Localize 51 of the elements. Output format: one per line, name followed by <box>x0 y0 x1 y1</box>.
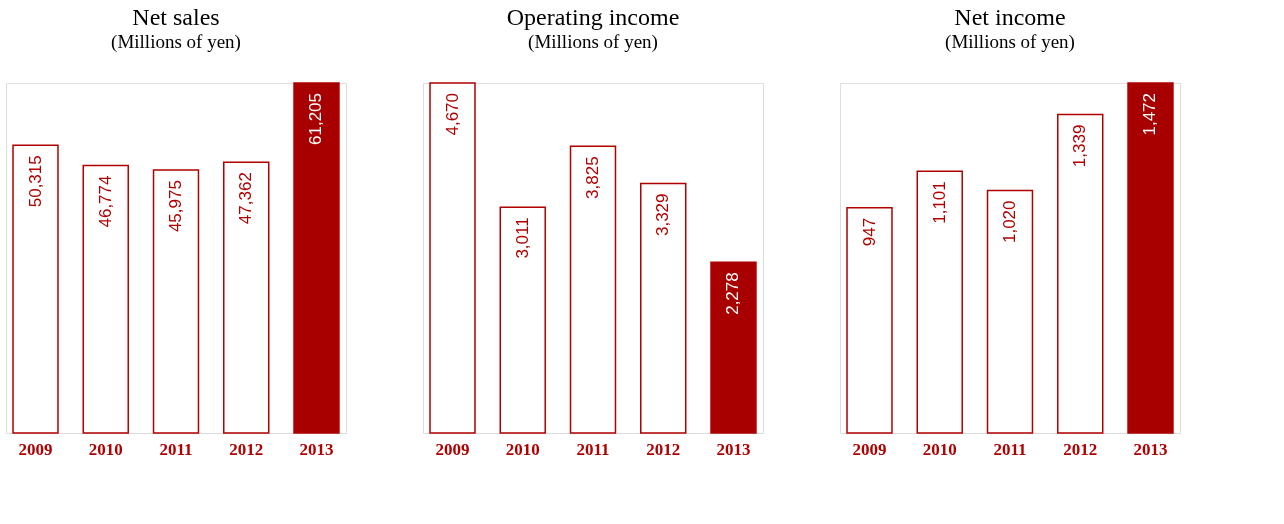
data-label: 3,329 <box>653 193 673 237</box>
data-label: 1,101 <box>929 181 949 224</box>
x-tick-label: 2012 <box>1063 439 1098 459</box>
data-label: 47,362 <box>236 172 256 225</box>
chart-title: Net sales <box>132 4 220 31</box>
data-label: 1,020 <box>1000 200 1019 244</box>
data-label: 1,339 <box>1070 124 1090 168</box>
bar <box>986 189 1034 434</box>
bar <box>223 161 270 434</box>
bar <box>499 206 546 434</box>
data-label: 2,278 <box>723 272 743 315</box>
x-tick-label: 2009 <box>852 439 887 459</box>
data-label: 4,670 <box>442 93 462 136</box>
chart-subtitle: (Millions of yen) <box>528 31 658 54</box>
x-tick-label: 2009 <box>435 439 470 459</box>
bar <box>82 164 129 434</box>
bar <box>1057 113 1104 434</box>
bar <box>152 169 200 434</box>
bar <box>1127 82 1174 434</box>
x-tick-label: 2009 <box>18 439 53 459</box>
x-tick-label: 2013 <box>1133 439 1168 459</box>
x-tick-label: 2013 <box>716 439 751 459</box>
bar <box>12 144 59 434</box>
x-tick-label: 2010 <box>88 439 123 459</box>
x-tick-label: 2011 <box>993 439 1027 459</box>
x-tick-label: 2011 <box>576 439 610 459</box>
data-label: 3,825 <box>583 156 602 199</box>
x-tick-label: 2013 <box>299 439 334 459</box>
chart-subtitle: (Millions of yen) <box>111 31 241 54</box>
data-label: 46,774 <box>95 175 115 228</box>
chart-title: Operating income <box>506 4 680 31</box>
data-label: 45,975 <box>166 180 185 233</box>
chart-subtitle: (Millions of yen) <box>945 31 1075 54</box>
data-label: 947 <box>859 217 879 247</box>
x-tick-label: 2010 <box>505 439 540 459</box>
data-label: 3,011 <box>512 217 532 259</box>
data-label: 61,205 <box>306 93 326 145</box>
data-label: 1,472 <box>1140 93 1160 136</box>
x-tick-label: 2010 <box>922 439 957 459</box>
chart-title: Net income <box>954 4 1066 31</box>
x-tick-label: 2011 <box>159 439 193 459</box>
data-label: 50,315 <box>25 155 45 208</box>
bar <box>429 82 476 434</box>
bar <box>293 82 340 434</box>
bar <box>710 261 757 434</box>
bar <box>640 182 687 434</box>
x-tick-label: 2012 <box>229 439 264 459</box>
x-tick-label: 2012 <box>646 439 681 459</box>
bar <box>846 207 893 434</box>
bar <box>916 170 963 434</box>
bar <box>569 145 617 434</box>
